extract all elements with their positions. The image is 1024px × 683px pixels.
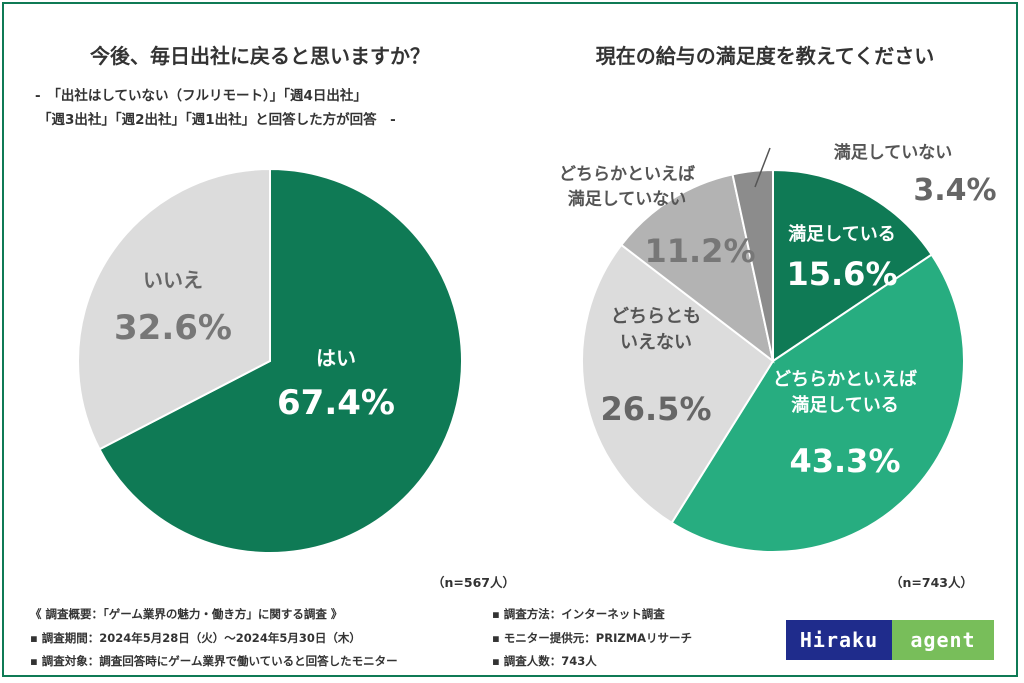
footer-method: ▪ 調査方法：インターネット調査 — [492, 607, 665, 621]
chart2-sample-size: （n=743人） — [890, 575, 973, 590]
chart2-slice-5 — [731, 168, 774, 362]
chart2-slice-value-1: 15.6% — [786, 255, 897, 293]
chart2-slice-value-3: 26.5% — [600, 390, 711, 428]
chart2-slice-label-5: 満足していない — [834, 142, 953, 163]
chart2-slice-value-5: 3.4% — [913, 173, 996, 208]
brand-logo: Hiraku agent — [786, 620, 994, 660]
footer-survey-title: 《 調査概要：「ゲーム業界の魅力・働き方」に関する調査 》 — [30, 607, 343, 621]
chart2-slice-value-4: 11.2% — [644, 232, 755, 270]
chart1-subtitle-line2: 「週3出社」「週2出社」「週1出社」と回答した方が回答 - — [38, 112, 396, 128]
chart1-slice-value-2: 32.6% — [114, 308, 232, 348]
chart2-title: 現在の給与の満足度を教えてください — [595, 44, 935, 68]
chart1-slice-1 — [98, 167, 463, 554]
logo-left-text: Hiraku — [786, 620, 892, 660]
chart2-slice-label-1: 満足している — [788, 223, 895, 245]
chart1-slice-label-2: いいえ — [143, 268, 203, 292]
chart1-slice-2 — [77, 167, 271, 451]
chart2-slice-3 — [581, 243, 775, 525]
footer-period: ▪ 調査期間：2024年5月28日（火）～2024年5月30日（木） — [30, 631, 361, 645]
chart1-slice-label-1: はい — [316, 346, 356, 370]
chart2-slice-label-3: どちらともいえない — [611, 306, 701, 353]
chart1-slice-value-1: 67.4% — [277, 383, 395, 423]
chart1-title: 今後、毎日出社に戻ると思いますか？ — [90, 44, 430, 68]
chart2-leader-line-5 — [754, 147, 771, 188]
chart2-slice-2 — [670, 253, 965, 553]
footer-target: ▪ 調査対象：調査回答時にゲーム業界で働いていると回答したモニター — [30, 654, 398, 668]
chart2-slice-value-2: 43.3% — [789, 442, 900, 480]
footer-provider: ▪ モニター提供元：PRIZMAリサーチ — [492, 631, 693, 645]
chart2-slice-label-2: どちらかといえば満足している — [773, 369, 917, 416]
chart2-slice-1 — [772, 168, 934, 363]
chart1-sample-size: （n=567人） — [432, 575, 515, 590]
chart2-slice-4 — [619, 173, 775, 364]
chart2-slice-label-4: どちらかといえば満足していない — [559, 165, 695, 210]
chart1-subtitle-line1: - 「出社はしていない（フルリモート）」「週4日出社」 — [35, 88, 367, 104]
footer-respondents: ▪ 調査人数：743人 — [492, 654, 597, 668]
logo-right-text: agent — [892, 620, 994, 660]
